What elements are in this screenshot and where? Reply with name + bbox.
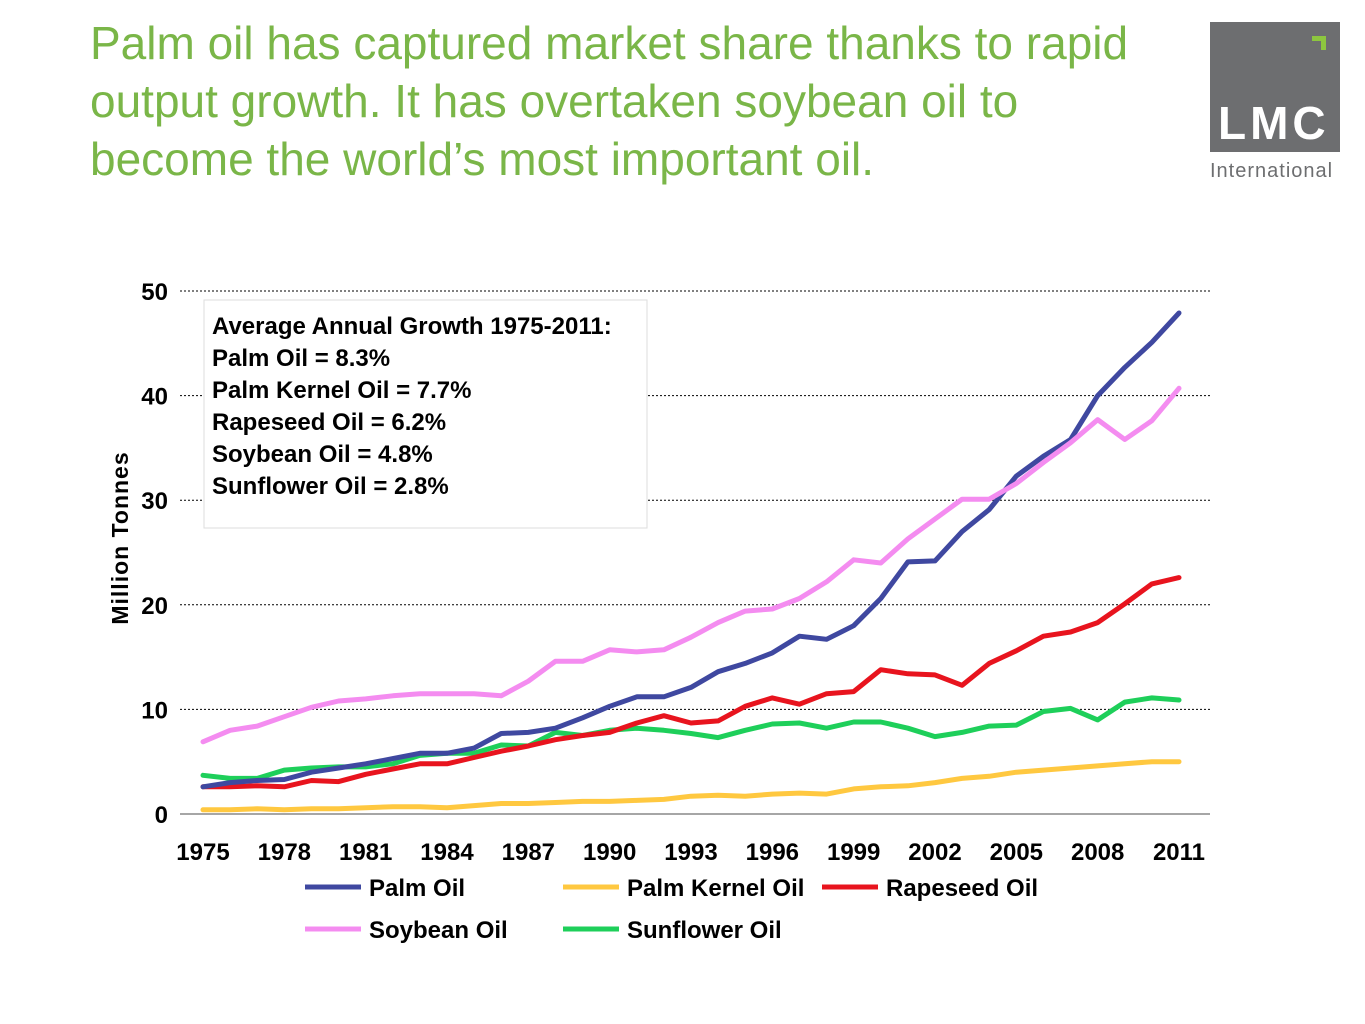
legend: Palm Oil Palm Kernel Oil Rapeseed Oil Soybe… [305, 875, 1038, 944]
lmc-logo: LMC International [1210, 22, 1340, 182]
series-line-soybean-oil [200, 385, 1182, 745]
x-tick-label: 2005 [990, 839, 1043, 866]
x-tick-label: 2011 [1153, 839, 1205, 866]
growth-annotation: Average Annual Growth 1975-2011: Palm Oil… [203, 299, 648, 529]
y-axis: 0 10 20 30 40 50 [141, 279, 168, 829]
x-tick-label: 1984 [420, 839, 474, 866]
legend-label-palm-oil: Palm Oil [369, 875, 465, 902]
x-tick-label: 1996 [746, 839, 799, 866]
annotation-line: Palm Oil = 8.3% [212, 345, 390, 372]
y-tick-label: 40 [141, 384, 168, 411]
series-line-sunflower-oil [200, 695, 1182, 781]
x-axis: 1975 1978 1981 1984 1987 1990 1993 1996 1999 2002… [176, 813, 1210, 866]
logo-text: LMC [1218, 97, 1330, 149]
annotation-line: Soybean Oil = 4.8% [212, 441, 433, 468]
annotation-line: Rapeseed Oil = 6.2% [212, 409, 446, 436]
logo-box: LMC [1210, 22, 1340, 152]
x-tick-label: 2008 [1071, 839, 1124, 866]
legend-label-sunflower-oil: Sunflower Oil [627, 917, 782, 944]
x-tick-label: 1990 [583, 839, 636, 866]
annotation-line: Palm Kernel Oil = 7.7% [212, 377, 471, 404]
series-line-palm-kernel-oil [200, 759, 1182, 813]
series-line-palm-oil [200, 310, 1182, 790]
y-tick-label: 30 [141, 488, 168, 515]
annotation-title: Average Annual Growth 1975-2011: [212, 313, 612, 340]
logo-subtext: International [1210, 160, 1334, 182]
annotation-line: Sunflower Oil = 2.8% [212, 473, 449, 500]
logo-corner-mark-icon [1312, 36, 1326, 50]
y-tick-label: 20 [141, 593, 168, 620]
x-tick-label: 2002 [908, 839, 961, 866]
x-tick-label: 1999 [827, 839, 880, 866]
x-tick-label: 1975 [176, 839, 229, 866]
y-tick-label: 50 [141, 279, 168, 306]
x-tick-label: 1981 [339, 839, 392, 866]
x-tick-label: 1978 [258, 839, 311, 866]
y-axis-label: Million Tonnes [107, 451, 133, 624]
slide-title: Palm oil has captured market share thank… [90, 17, 1129, 185]
x-tick-label: 1987 [502, 839, 555, 866]
legend-label-soybean-oil: Soybean Oil [369, 917, 508, 944]
series-lines [200, 310, 1182, 813]
series-line-rapeseed-oil [200, 575, 1182, 790]
y-tick-label: 10 [141, 697, 168, 724]
legend-label-rapeseed-oil: Rapeseed Oil [886, 875, 1038, 902]
annotation-box [203, 299, 648, 529]
x-tick-label: 1993 [664, 839, 717, 866]
y-tick-label: 0 [155, 802, 168, 829]
legend-label-palm-kernel-oil: Palm Kernel Oil [627, 875, 804, 902]
